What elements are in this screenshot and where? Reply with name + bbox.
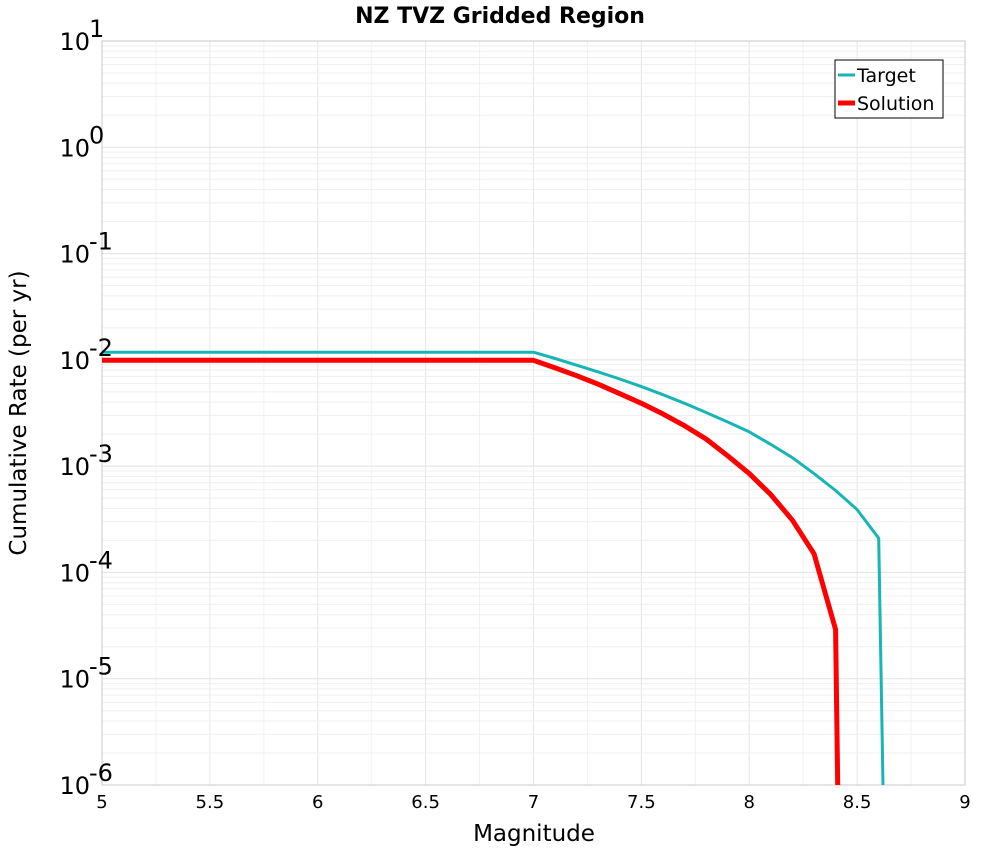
x-axis-label: Magnitude bbox=[473, 821, 595, 847]
y-tick-exponent: 0 bbox=[89, 121, 104, 149]
x-tick-label: 7 bbox=[528, 792, 539, 813]
y-tick-exponent: -5 bbox=[89, 653, 113, 681]
x-tick-label: 8 bbox=[744, 792, 755, 813]
y-tick-base: 10 bbox=[59, 666, 90, 694]
y-tick-base: 10 bbox=[59, 453, 90, 481]
legend: Target Solution bbox=[834, 59, 944, 119]
y-tick-exponent: -1 bbox=[89, 228, 113, 256]
y-tick-exponent: -3 bbox=[89, 440, 113, 468]
chart-title: NZ TVZ Gridded Region bbox=[355, 4, 645, 29]
x-tick-label: 6 bbox=[312, 792, 323, 813]
x-tick-label: 5 bbox=[96, 792, 107, 813]
x-tick-label: 9 bbox=[959, 792, 970, 813]
y-axis-label: Cumulative Rate (per yr) bbox=[6, 270, 32, 555]
x-tick-label: 8.5 bbox=[843, 792, 872, 813]
x-tick-label: 7.5 bbox=[627, 792, 656, 813]
x-tick-labels: 5 5.5 6 6.5 7 7.5 8 8.5 9 bbox=[96, 792, 970, 813]
y-tick-exponent: -2 bbox=[89, 334, 113, 362]
y-tick-exponent: -6 bbox=[89, 759, 113, 787]
series-line-solution bbox=[102, 357, 841, 786]
y-tick-exponent: -4 bbox=[89, 546, 113, 574]
x-tick-label: 6.5 bbox=[411, 792, 440, 813]
y-tick-base: 10 bbox=[59, 559, 90, 587]
plot-frame bbox=[101, 40, 966, 786]
y-tick-base: 10 bbox=[59, 28, 90, 56]
grid bbox=[101, 41, 966, 786]
y-tick-exponent: 1 bbox=[89, 15, 104, 43]
y-tick-base: 10 bbox=[59, 134, 90, 162]
y-tick-base: 10 bbox=[59, 772, 90, 800]
series-group bbox=[102, 350, 885, 786]
y-tick-base: 10 bbox=[59, 347, 90, 375]
x-tick-label: 5.5 bbox=[196, 792, 225, 813]
y-tick-base: 10 bbox=[59, 241, 90, 269]
legend-label-target: Target bbox=[856, 65, 916, 87]
legend-box bbox=[834, 59, 944, 119]
legend-label-solution: Solution bbox=[857, 93, 934, 115]
series-line-target bbox=[102, 350, 885, 786]
